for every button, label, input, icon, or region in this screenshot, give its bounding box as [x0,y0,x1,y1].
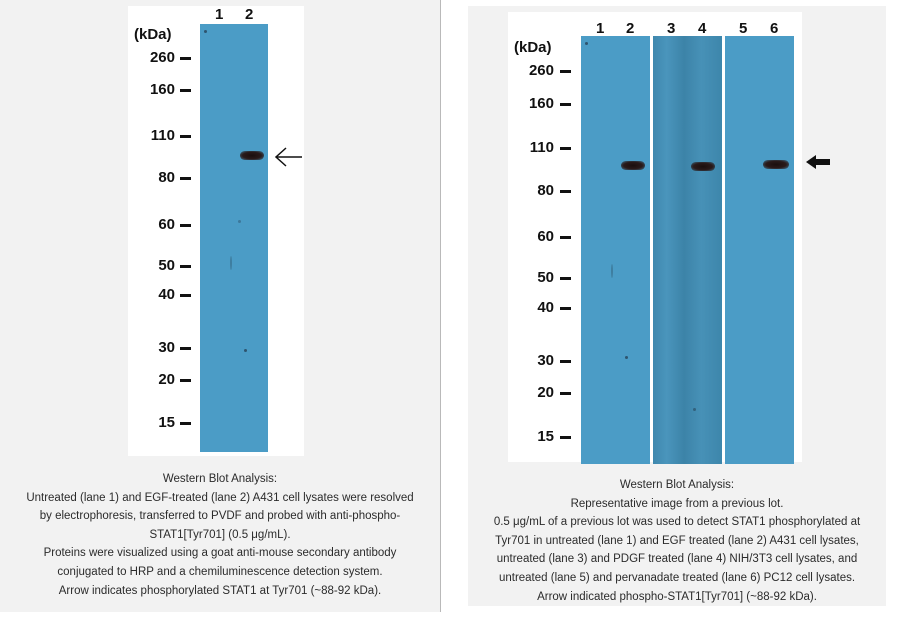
right-figure-caption: Western Blot Analysis: Representative im… [468,476,886,606]
caption-line: untreated (lane 3) and PDGF treated (lan… [496,553,858,566]
membrane-speck [204,30,207,33]
marker-tick [560,392,571,395]
panel-divider [440,0,441,612]
marker-label: 260 [528,62,554,79]
left-figure-caption: Western Blot Analysis: Untreated (lane 1… [4,470,436,600]
blot-membrane [581,36,650,464]
kda-label: (kDa) [134,26,172,43]
caption-line: by electrophoresis, transferred to PVDF … [39,510,401,523]
caption-line: Western Blot Analysis: [619,479,735,491]
marker-label: 30 [537,352,554,369]
lane-label: 6 [770,20,779,37]
marker-tick [560,436,571,439]
membrane-speck [585,42,588,45]
membrane-speck [244,349,247,352]
marker-label: 50 [158,257,175,274]
marker-label: 80 [158,169,175,186]
caption-line: Untreated (lane 1) and EGF-treated (lane… [26,491,414,504]
arrow-left-icon [274,147,302,167]
marker-tick [180,265,191,268]
marker-tick [180,57,191,60]
membrane-speck [693,408,696,411]
marker-tick [180,224,191,227]
left-figure-panel: (kDa) 1 2 260 160 110 80 60 50 40 30 20 … [0,0,440,612]
marker-label: 40 [537,299,554,316]
protein-band [621,161,645,170]
membrane-speck [230,256,232,270]
marker-tick [180,422,191,425]
caption-line: conjugated to HRP and a chemiluminescenc… [57,565,383,578]
blot-membrane [200,24,268,452]
marker-label: 60 [158,216,175,233]
caption-line: Arrow indicated phospho-STAT1[Tyr701] (~… [537,590,817,603]
marker-label: 160 [528,95,554,112]
marker-tick [180,89,191,92]
right-blot-image: (kDa) 1 2 3 4 5 6 260 160 110 80 60 50 4… [508,12,830,464]
marker-tick [560,307,571,310]
caption-line: Proteins were visualized using a goat an… [43,547,397,560]
marker-label: 110 [150,127,175,144]
lane-label: 1 [215,6,224,23]
caption-line: untreated (lane 5) and pervanadate treat… [498,571,856,584]
marker-tick [560,70,571,73]
marker-label: 15 [537,428,554,445]
marker-label: 160 [149,81,175,98]
marker-tick [560,277,571,280]
protein-band [763,160,789,169]
membrane-speck [611,264,613,278]
marker-tick [560,103,571,106]
marker-tick [560,190,571,193]
protein-band [691,162,715,171]
lane-label: 2 [245,6,254,23]
lane-label: 2 [626,20,635,37]
marker-label: 15 [158,414,175,431]
marker-label: 260 [149,49,175,66]
marker-label: 50 [537,269,554,286]
marker-label: 20 [537,384,554,401]
marker-label: 80 [537,182,554,199]
lane-label: 4 [698,20,707,37]
kda-label: (kDa) [514,39,552,56]
membrane-speck [625,356,628,359]
protein-band [240,151,264,160]
caption-line: Tyr701 in untreated (lane 1) and EGF tre… [495,534,859,547]
lane-label: 5 [739,20,748,37]
marker-tick [180,347,191,350]
marker-tick [180,177,191,180]
caption-line: Representative image from a previous lot… [570,497,784,510]
marker-label: 60 [537,228,554,245]
caption-line: Arrow indicates phosphorylated STAT1 at … [58,584,382,597]
marker-tick [560,236,571,239]
arrow-left-icon [806,155,830,169]
lane-label: 3 [667,20,676,37]
marker-tick [180,379,191,382]
right-figure-panel: (kDa) 1 2 3 4 5 6 260 160 110 80 60 50 4… [468,6,886,606]
membrane-speck [238,220,241,223]
marker-label: 110 [529,139,554,156]
left-blot-image: (kDa) 1 2 260 160 110 80 60 50 40 30 20 … [128,6,304,456]
marker-tick [180,135,191,138]
caption-line: STAT1[Tyr701] (0.5 μg/mL). [149,528,291,541]
caption-line: 0.5 μg/mL of a previous lot was used to … [493,516,861,529]
blot-membrane [653,36,722,464]
lane-label: 1 [596,20,605,37]
marker-tick [180,294,191,297]
caption-line: Western Blot Analysis: [162,473,278,485]
blot-membrane [725,36,794,464]
marker-label: 30 [158,339,175,356]
marker-tick [560,147,571,150]
marker-label: 20 [158,371,175,388]
marker-tick [560,360,571,363]
marker-label: 40 [158,286,175,303]
